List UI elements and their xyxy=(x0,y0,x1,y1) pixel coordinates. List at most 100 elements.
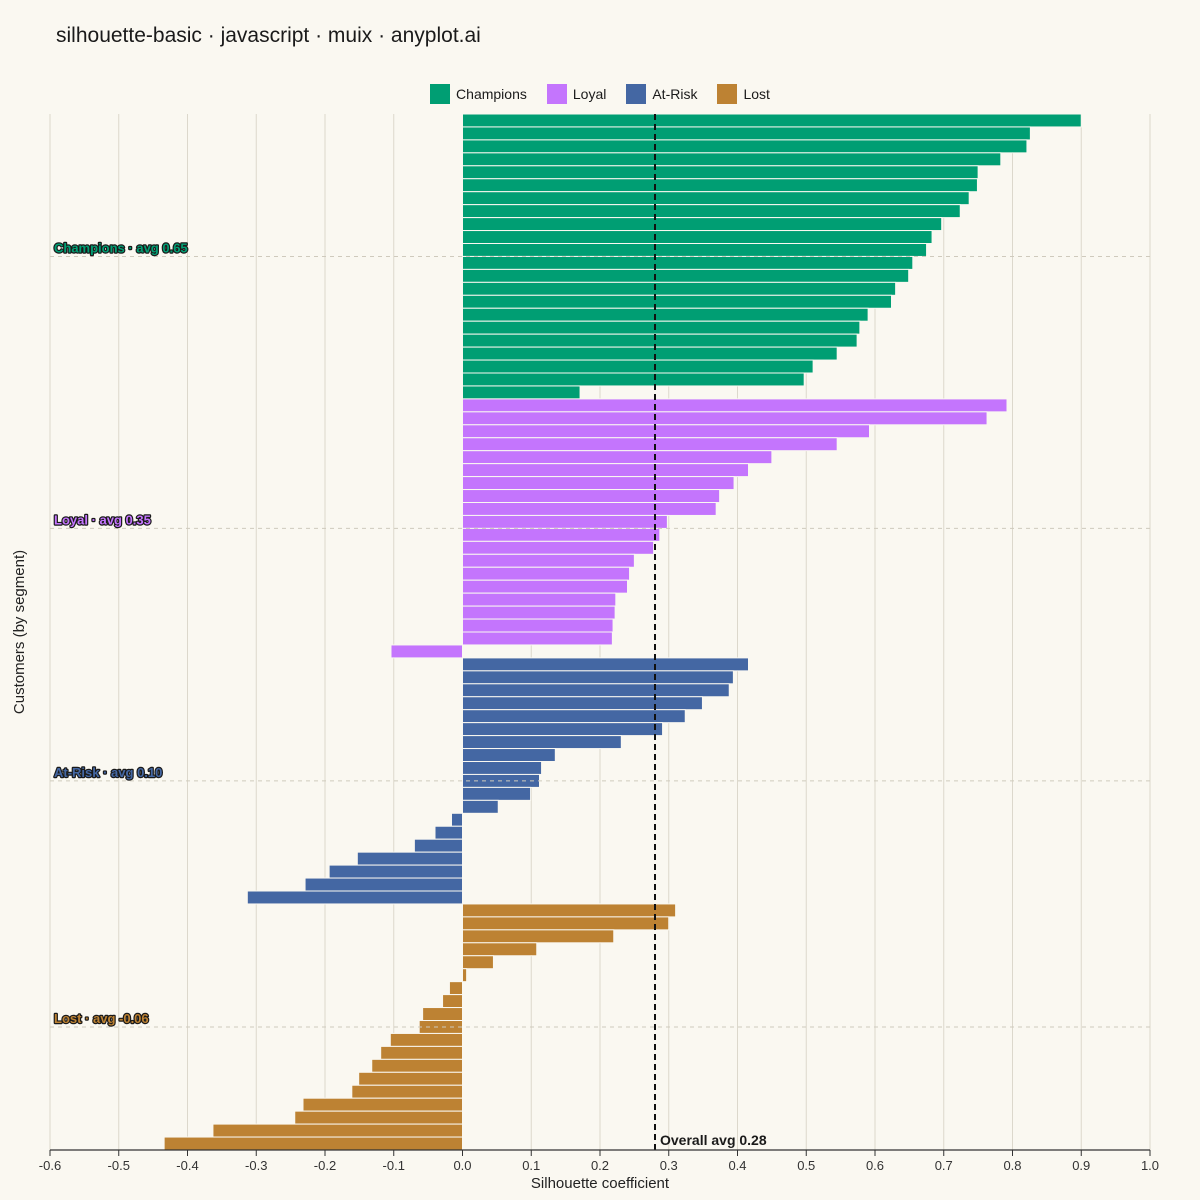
legend: Champions Loyal At-Risk Lost xyxy=(0,84,1200,104)
x-tick-label: 1.0 xyxy=(1141,1158,1159,1173)
bar-loyal xyxy=(462,605,616,620)
chart-title: silhouette-basic · javascript · muix · a… xyxy=(56,24,481,47)
bar-loyal xyxy=(462,502,717,516)
bar-champions xyxy=(462,191,970,206)
bar-lost xyxy=(462,968,468,983)
x-tick-label: -0.3 xyxy=(245,1158,267,1173)
bar-loyal xyxy=(462,450,773,465)
bar-lost xyxy=(462,955,494,970)
x-tick-label: -0.4 xyxy=(176,1158,198,1173)
bar-at-risk xyxy=(462,670,734,685)
bar-lost xyxy=(212,1123,463,1138)
bar-champions xyxy=(462,385,581,400)
x-tick-label: -0.6 xyxy=(39,1158,61,1173)
overall-avg-label: Overall avg 0.28 xyxy=(660,1132,767,1148)
bar-at-risk xyxy=(462,735,622,750)
bar-lost xyxy=(302,1097,463,1112)
bar-champions xyxy=(462,139,1028,154)
segment-label-lost: Lost · avg -0.06 xyxy=(54,1011,149,1026)
bar-at-risk xyxy=(462,683,730,698)
bar-loyal xyxy=(462,566,631,581)
bar-lost xyxy=(294,1110,463,1125)
segment-labels: Champions · avg 0.65 Loyal · avg 0.35 At-R… xyxy=(53,239,189,1027)
bar-lost xyxy=(442,994,463,1009)
bar-at-risk xyxy=(304,877,463,892)
bar-champions xyxy=(462,359,814,374)
x-tick-label: 0.5 xyxy=(797,1158,815,1173)
bar-champions xyxy=(462,372,805,387)
bar-lost xyxy=(371,1058,463,1073)
bar-loyal xyxy=(462,527,661,542)
bar-lost xyxy=(380,1045,463,1060)
y-axis-label: Customers (by segment) xyxy=(11,550,28,714)
bar-at-risk xyxy=(434,825,463,840)
overall-avg-layer: Overall avg 0.28 xyxy=(654,114,767,1150)
x-tick-label: 0.3 xyxy=(660,1158,678,1173)
bar-champions xyxy=(462,113,1082,128)
bar-at-risk xyxy=(451,812,463,827)
bar-champions xyxy=(462,178,978,193)
legend-item-lost: Lost xyxy=(717,84,770,104)
x-tick-label: 0.0 xyxy=(453,1158,471,1173)
bar-lost xyxy=(448,981,463,996)
bar-champions xyxy=(462,165,979,180)
bar-lost xyxy=(389,1032,463,1047)
bar-lost xyxy=(358,1071,463,1086)
bar-champions xyxy=(462,243,928,257)
legend-item-at-risk: At-Risk xyxy=(626,84,697,104)
bar-loyal xyxy=(390,644,463,659)
bar-at-risk xyxy=(462,709,686,724)
bar-at-risk xyxy=(462,696,703,711)
bar-at-risk xyxy=(462,722,664,737)
bar-lost xyxy=(351,1084,463,1099)
x-tick-label: 0.2 xyxy=(591,1158,609,1173)
bar-champions xyxy=(462,320,861,335)
bar-champions xyxy=(462,333,858,348)
segment-label-champions: Champions · avg 0.65 xyxy=(54,240,188,255)
legend-label-champions: Champions xyxy=(456,86,527,102)
legend-label-at-risk: At-Risk xyxy=(652,86,698,102)
legend-swatch-lost xyxy=(717,84,738,104)
bar-champions xyxy=(462,217,943,232)
bar-loyal xyxy=(462,631,613,646)
bar-loyal xyxy=(462,398,1008,413)
bar-at-risk xyxy=(462,799,499,814)
legend-item-champions: Champions xyxy=(430,84,527,104)
bar-at-risk xyxy=(356,851,463,866)
x-tick-label: -0.5 xyxy=(108,1158,130,1173)
bar-at-risk xyxy=(328,864,463,879)
bar-lost xyxy=(462,916,670,931)
bar-lost xyxy=(418,1020,463,1034)
legend-swatch-at-risk xyxy=(626,84,647,104)
x-tick-label: 0.8 xyxy=(1003,1158,1021,1173)
bar-lost xyxy=(462,929,615,944)
bar-at-risk xyxy=(462,786,532,801)
bar-champions xyxy=(462,268,910,283)
bar-champions xyxy=(462,204,961,219)
bar-champions xyxy=(462,307,869,322)
x-tick-label: 0.1 xyxy=(522,1158,540,1173)
bar-loyal xyxy=(462,579,628,594)
bar-loyal xyxy=(462,553,635,568)
bar-at-risk xyxy=(462,748,556,762)
legend-swatch-champions xyxy=(430,84,451,104)
bar-loyal xyxy=(462,540,655,555)
bar-lost xyxy=(462,942,538,957)
bar-loyal xyxy=(462,592,617,607)
bar-champions xyxy=(462,230,933,245)
x-tick-label: -0.1 xyxy=(383,1158,405,1173)
bar-loyal xyxy=(462,463,749,478)
bar-lost xyxy=(462,903,677,918)
bar-at-risk xyxy=(413,838,463,853)
legend-label-loyal: Loyal xyxy=(572,86,607,102)
bar-lost xyxy=(163,1136,463,1151)
legend-label-lost: Lost xyxy=(743,86,770,102)
bar-loyal xyxy=(462,489,721,503)
bar-loyal xyxy=(462,618,614,633)
bar-champions xyxy=(462,152,1002,167)
legend-swatch-loyal xyxy=(546,84,567,104)
bar-loyal xyxy=(462,514,668,529)
x-axis-label: Silhouette coefficient xyxy=(531,1175,670,1192)
